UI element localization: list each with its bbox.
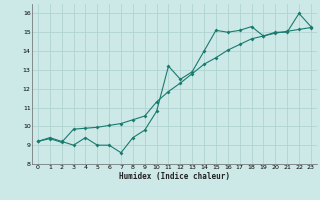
X-axis label: Humidex (Indice chaleur): Humidex (Indice chaleur) <box>119 172 230 181</box>
